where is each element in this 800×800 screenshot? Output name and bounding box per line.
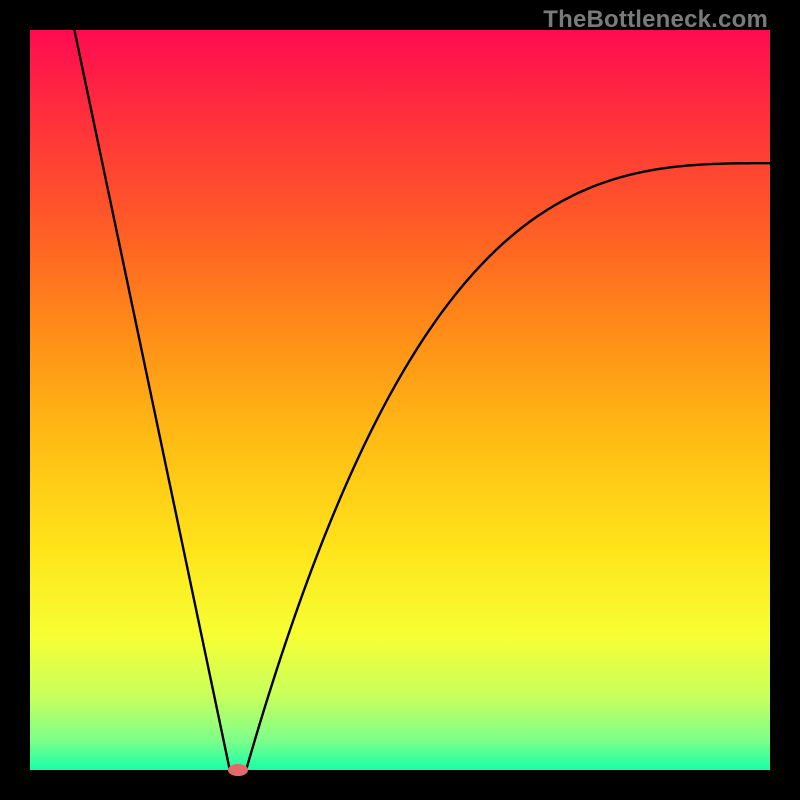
- minimum-marker: [228, 764, 249, 776]
- image-canvas: TheBottleneck.com: [0, 0, 800, 800]
- curve-left-branch: [74, 30, 229, 770]
- bottleneck-curve: [30, 30, 770, 770]
- watermark-text: TheBottleneck.com: [543, 6, 768, 34]
- plot-area: [30, 30, 770, 770]
- curve-right-branch: [246, 163, 770, 770]
